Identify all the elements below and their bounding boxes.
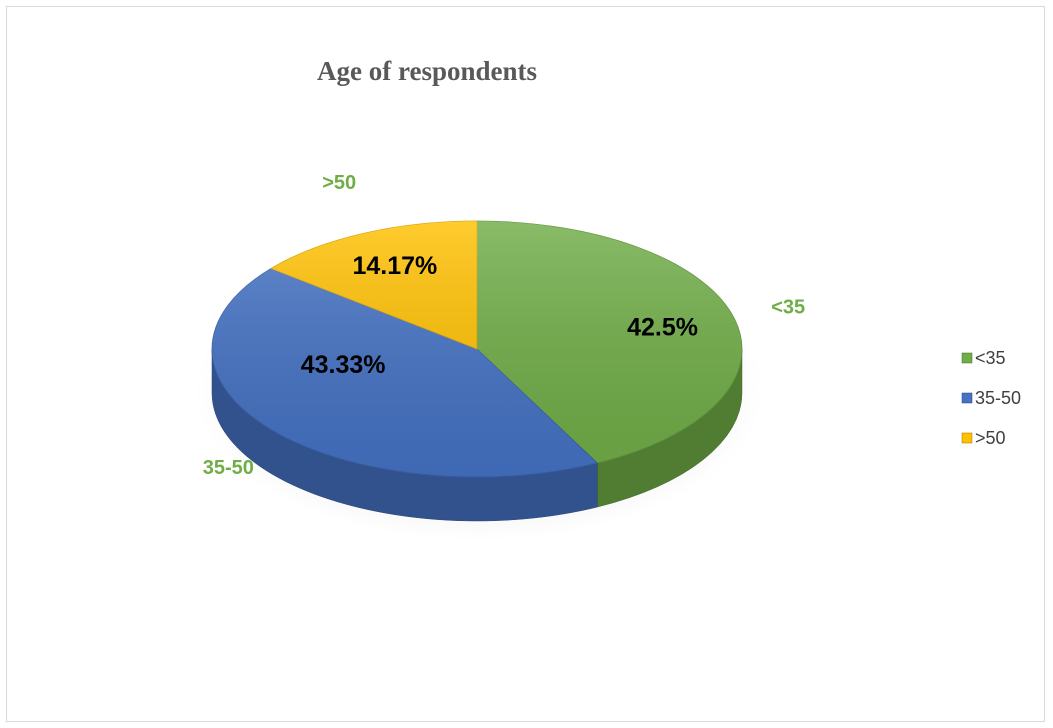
data-label-under-35: 42.5% xyxy=(627,313,698,341)
legend-label-over-50: >50 xyxy=(975,428,1006,448)
legend-label-under-35: <35 xyxy=(975,348,1006,368)
category-label-over-50: >50 xyxy=(322,172,356,194)
chart-frame: Age of respondents 42.5% <35 43.33% 35-50 14… xyxy=(6,6,1045,722)
chart-title: Age of respondents xyxy=(317,56,537,86)
pie-chart: Age of respondents 42.5% <35 43.33% 35-50 14… xyxy=(194,56,1021,541)
legend-label-35-50: 35-50 xyxy=(975,388,1021,408)
legend-swatch-35-50 xyxy=(961,392,973,404)
category-label-under-35: <35 xyxy=(771,297,805,319)
legend: <35 35-50 >50 xyxy=(961,348,1021,448)
category-label-35-50: 35-50 xyxy=(203,457,254,479)
pie-tops xyxy=(211,220,743,478)
data-label-over-50: 14.17% xyxy=(352,252,437,280)
legend-swatch-over-50 xyxy=(961,432,973,444)
pie-labels: 42.5% <35 43.33% 35-50 14.17% >50 xyxy=(203,172,805,479)
legend-swatch-under-35 xyxy=(961,352,973,364)
data-label-35-50: 43.33% xyxy=(301,351,386,379)
